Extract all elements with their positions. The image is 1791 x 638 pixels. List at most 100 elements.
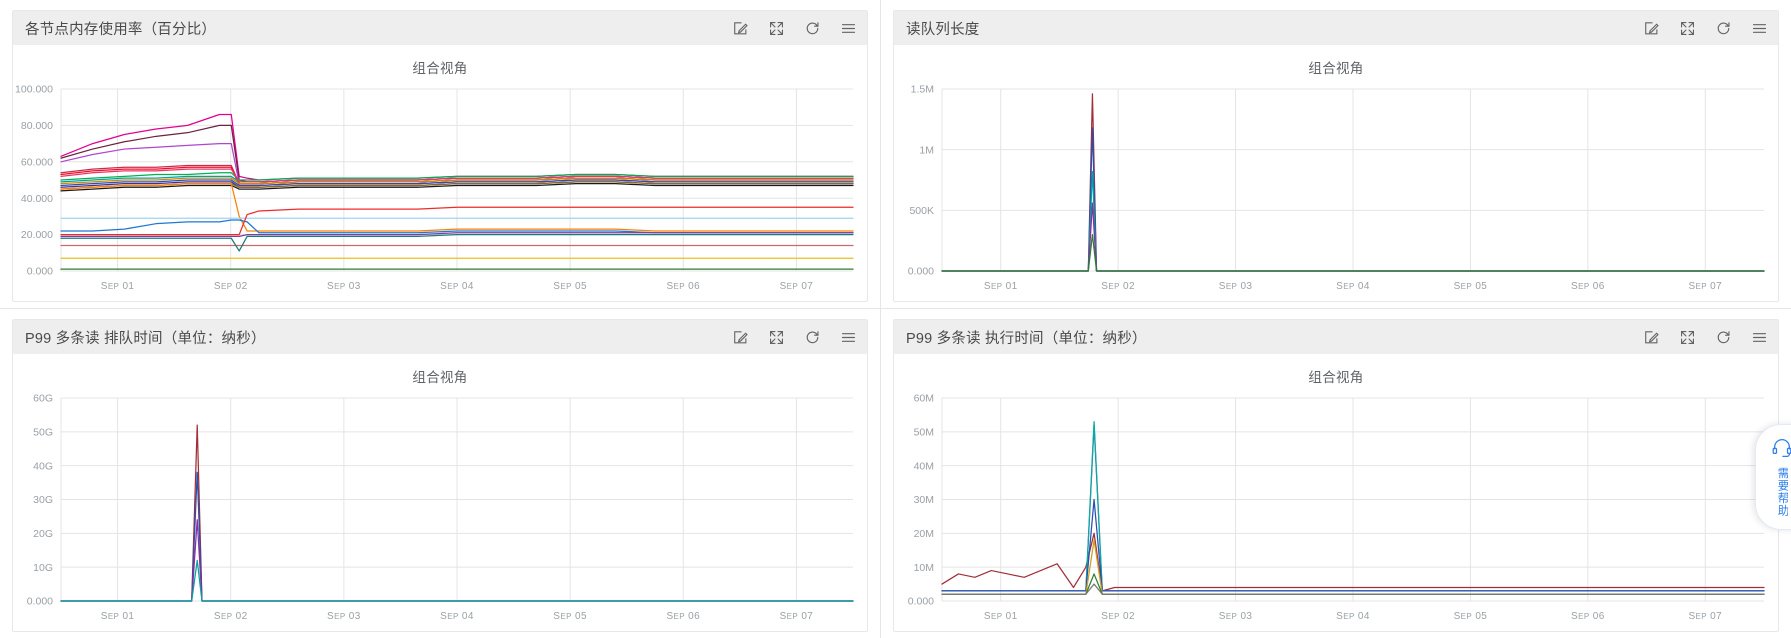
panel-actions (732, 20, 857, 37)
svg-text:SEP 06: SEP 06 (1571, 281, 1605, 292)
svg-text:SEP 04: SEP 04 (440, 611, 474, 622)
svg-text:SEP 03: SEP 03 (1219, 611, 1253, 622)
edit-icon[interactable] (1643, 329, 1660, 346)
chart-title: 组合视角 (1308, 61, 1364, 76)
svg-text:0.000: 0.000 (27, 596, 53, 608)
svg-text:40M: 40M (914, 460, 934, 472)
svg-text:60G: 60G (33, 393, 53, 405)
svg-text:30M: 30M (914, 494, 934, 506)
fullscreen-exit-icon[interactable] (1679, 329, 1696, 346)
panel-actions (1643, 329, 1768, 346)
panel-header: 读队列长度 (894, 11, 1778, 45)
panel-read-queue-length: 读队列长度 组合视角 0.000 500K 1M 1.5M SEP 01 SEP 02 SE… (881, 0, 1791, 308)
chart-memory-usage[interactable]: 0.000 20.000 40.000 60.000 80.000 100.000 SEP … (13, 79, 867, 301)
svg-text:50M: 50M (914, 426, 934, 438)
svg-text:SEP 02: SEP 02 (1101, 281, 1135, 292)
svg-text:SEP 05: SEP 05 (1454, 281, 1488, 292)
chart-p99-exec-time[interactable]: 0.000 10M 20M 30M 40M 50M 60M SEP 01 SEP 02 SEP 0… (894, 388, 1778, 631)
panel-memory-usage: 各节点内存使用率（百分比） 组合视角 0.000 20.000 40.000 60.0… (0, 0, 880, 308)
svg-text:30G: 30G (33, 494, 53, 506)
column-divider (880, 309, 881, 638)
headset-support-icon (1771, 436, 1791, 463)
svg-text:SEP 02: SEP 02 (214, 281, 248, 292)
panel-body: 组合视角 0.000 20.000 40.000 60.000 80.000 100.00… (13, 45, 867, 301)
svg-text:60M: 60M (914, 393, 934, 405)
svg-text:SEP 05: SEP 05 (1454, 611, 1488, 622)
edit-icon[interactable] (732, 20, 749, 37)
svg-text:1M: 1M (919, 144, 934, 156)
refresh-icon[interactable] (804, 20, 821, 37)
svg-text:SEP 04: SEP 04 (1336, 281, 1370, 292)
edit-icon[interactable] (732, 329, 749, 346)
chart-p99-queue-time[interactable]: 0.000 10G 20G 30G 40G 50G 60G SEP 01 SEP 02 SEP 0… (13, 388, 867, 631)
svg-text:SEP 03: SEP 03 (1219, 281, 1253, 292)
menu-icon[interactable] (1751, 20, 1768, 37)
svg-text:60.000: 60.000 (21, 156, 53, 168)
svg-text:20M: 20M (914, 528, 934, 540)
chart-read-queue-length[interactable]: 0.000 500K 1M 1.5M SEP 01 SEP 02 SEP 03 SEP 04 S… (894, 79, 1778, 301)
panel-header: 各节点内存使用率（百分比） (13, 11, 867, 45)
svg-text:500K: 500K (909, 205, 934, 217)
panel-title: 各节点内存使用率（百分比） (25, 21, 217, 38)
panel-actions (1643, 20, 1768, 37)
refresh-icon[interactable] (1715, 329, 1732, 346)
panel-body: 组合视角 0.000 10M 20M 30M 40M 50M 60M SEP 01 SEP 02… (894, 354, 1778, 631)
chart-title: 组合视角 (1308, 370, 1364, 385)
svg-text:10G: 10G (33, 562, 53, 574)
svg-text:SEP 02: SEP 02 (1101, 611, 1135, 622)
refresh-icon[interactable] (804, 329, 821, 346)
fullscreen-exit-icon[interactable] (768, 20, 785, 37)
edit-icon[interactable] (1643, 20, 1660, 37)
row-divider (0, 308, 1791, 309)
svg-text:SEP 04: SEP 04 (440, 281, 474, 292)
svg-text:50G: 50G (33, 426, 53, 438)
svg-text:SEP 07: SEP 07 (1688, 611, 1722, 622)
svg-text:SEP 07: SEP 07 (1688, 281, 1722, 292)
svg-text:SEP 07: SEP 07 (780, 281, 814, 292)
panel-container: 读队列长度 组合视角 0.000 500K 1M 1.5M SEP 01 SEP 02 SE… (893, 10, 1779, 302)
panel-container: P99 多条读 排队时间（单位：纳秒） 组合视角 0.000 10G 20G 30G 4… (12, 319, 868, 632)
chart-title: 组合视角 (412, 370, 468, 385)
svg-text:SEP 03: SEP 03 (327, 281, 361, 292)
svg-text:SEP 06: SEP 06 (1571, 611, 1605, 622)
panel-container: P99 多条读 执行时间（单位：纳秒） 组合视角 0.000 10M 20M 30M 4… (893, 319, 1779, 632)
panel-header: P99 多条读 执行时间（单位：纳秒） (894, 320, 1778, 354)
refresh-icon[interactable] (1715, 20, 1732, 37)
svg-text:SEP 02: SEP 02 (214, 611, 248, 622)
column-divider (880, 0, 881, 308)
svg-text:80.000: 80.000 (21, 120, 53, 132)
svg-text:SEP 05: SEP 05 (553, 281, 587, 292)
panel-body: 组合视角 0.000 10G 20G 30G 40G 50G 60G SEP 01 SEP 02… (13, 354, 867, 631)
svg-text:40.000: 40.000 (21, 193, 53, 205)
svg-text:SEP 07: SEP 07 (780, 611, 814, 622)
menu-icon[interactable] (840, 329, 857, 346)
svg-text:SEP 03: SEP 03 (327, 611, 361, 622)
chart-title: 组合视角 (412, 61, 468, 76)
svg-text:SEP 01: SEP 01 (984, 611, 1018, 622)
fullscreen-exit-icon[interactable] (768, 329, 785, 346)
support-widget-label: 需要帮助 (1776, 467, 1789, 517)
svg-text:40G: 40G (33, 460, 53, 472)
svg-text:SEP 04: SEP 04 (1336, 611, 1370, 622)
svg-text:0.000: 0.000 (908, 266, 934, 278)
svg-text:0.000: 0.000 (27, 266, 53, 278)
panel-title: P99 多条读 执行时间（单位：纳秒） (906, 330, 1147, 347)
svg-text:SEP 01: SEP 01 (101, 281, 135, 292)
svg-text:SEP 01: SEP 01 (984, 281, 1018, 292)
fullscreen-exit-icon[interactable] (1679, 20, 1696, 37)
svg-text:SEP 06: SEP 06 (666, 281, 700, 292)
svg-text:20G: 20G (33, 528, 53, 540)
panel-p99-queue-time: P99 多条读 排队时间（单位：纳秒） 组合视角 0.000 10G 20G 30G 4… (0, 309, 880, 638)
panel-actions (732, 329, 857, 346)
svg-text:1.5M: 1.5M (911, 84, 934, 96)
svg-text:0.000: 0.000 (908, 596, 934, 608)
svg-text:SEP 06: SEP 06 (666, 611, 700, 622)
menu-icon[interactable] (1751, 329, 1768, 346)
svg-text:10M: 10M (914, 562, 934, 574)
menu-icon[interactable] (840, 20, 857, 37)
panel-title: 读队列长度 (906, 21, 980, 38)
support-widget[interactable]: 需要帮助 (1755, 424, 1791, 530)
svg-text:20.000: 20.000 (21, 229, 53, 241)
panel-body: 组合视角 0.000 500K 1M 1.5M SEP 01 SEP 02 SEP 03 SE… (894, 45, 1778, 301)
